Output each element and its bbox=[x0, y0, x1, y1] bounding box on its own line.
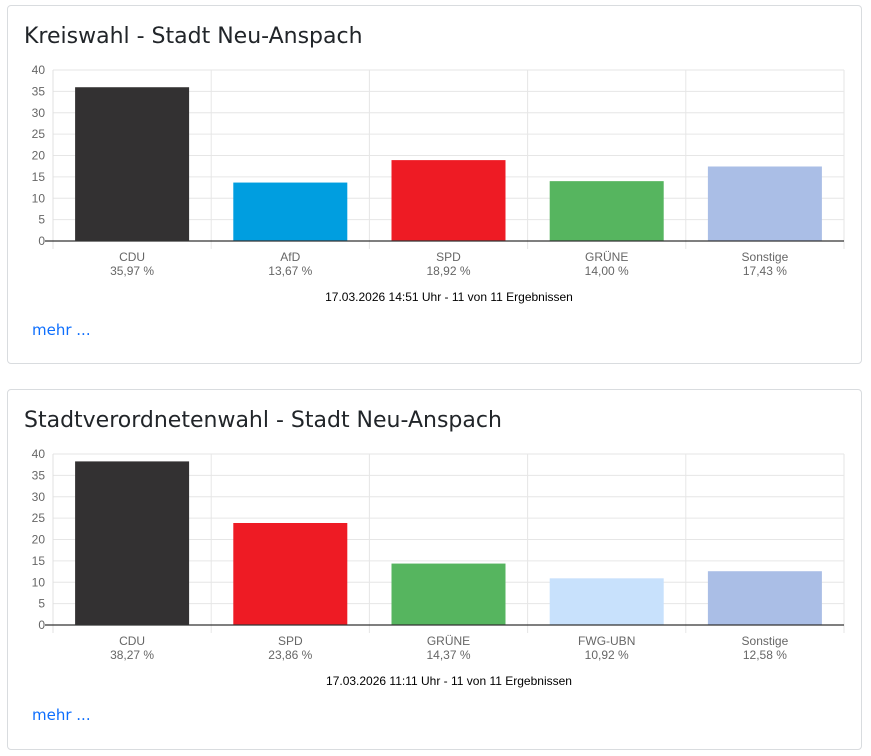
category-label: GRÜNE bbox=[427, 634, 470, 648]
chart-footer: 17.03.2026 14:51 Uhr - 11 von 11 Ergebni… bbox=[325, 290, 573, 304]
y-tick-label: 0 bbox=[38, 618, 45, 632]
election-card-kreiswahl: Kreiswahl - Stadt Neu-Anspach 0 5 10 15 20 25… bbox=[7, 5, 862, 364]
y-tick-label: 20 bbox=[32, 533, 46, 547]
y-tick-label: 25 bbox=[32, 511, 46, 525]
category-label: AfD bbox=[280, 250, 300, 264]
value-label: 12,58 % bbox=[743, 648, 787, 662]
value-label: 17,43 % bbox=[743, 264, 787, 278]
value-label: 35,97 % bbox=[110, 264, 154, 278]
value-label: 14,37 % bbox=[426, 648, 470, 662]
y-tick-label: 10 bbox=[32, 191, 46, 205]
category-label: SPD bbox=[436, 250, 461, 264]
election-card-stadtverordnetenwahl: Stadtverordnetenwahl - Stadt Neu-Anspach… bbox=[7, 389, 862, 750]
y-tick-label: 25 bbox=[32, 127, 46, 141]
category-label: SPD bbox=[278, 634, 303, 648]
y-tick-label: 10 bbox=[32, 575, 46, 589]
y-tick-label: 15 bbox=[32, 554, 46, 568]
y-tick-label: 5 bbox=[38, 213, 45, 227]
y-tick-label: 15 bbox=[32, 170, 46, 184]
category-label: Sonstige bbox=[742, 250, 789, 264]
y-tick-label: 40 bbox=[32, 447, 46, 461]
chart-footer: 17.03.2026 11:11 Uhr - 11 von 11 Ergebni… bbox=[326, 674, 572, 688]
card-title: Kreiswahl - Stadt Neu-Anspach bbox=[24, 24, 363, 49]
bar-cdu bbox=[75, 87, 190, 242]
more-link[interactable]: mehr ... bbox=[32, 321, 91, 339]
bar-cdu bbox=[75, 461, 190, 625]
y-tick-label: 30 bbox=[32, 106, 46, 120]
y-tick-label: 20 bbox=[32, 149, 46, 163]
bar-fwg-ubn bbox=[549, 578, 664, 625]
category-label: CDU bbox=[119, 250, 145, 264]
y-tick-label: 40 bbox=[32, 63, 46, 77]
y-tick-label: 0 bbox=[38, 234, 45, 248]
bar-spd bbox=[233, 522, 348, 625]
card-title: Stadtverordnetenwahl - Stadt Neu-Anspach bbox=[24, 408, 502, 433]
y-tick-label: 35 bbox=[32, 84, 46, 98]
category-label: GRÜNE bbox=[585, 250, 628, 264]
bar-sonstige bbox=[707, 571, 822, 625]
bar-spd bbox=[391, 160, 506, 241]
value-label: 38,27 % bbox=[110, 648, 154, 662]
bar-grüne bbox=[549, 181, 664, 241]
bar-grüne bbox=[391, 563, 506, 625]
value-label: 14,00 % bbox=[585, 264, 629, 278]
value-label: 18,92 % bbox=[426, 264, 470, 278]
bar-afd bbox=[233, 182, 348, 241]
y-tick-label: 30 bbox=[32, 490, 46, 504]
bar-sonstige bbox=[707, 166, 822, 241]
y-tick-label: 35 bbox=[32, 468, 46, 482]
category-label: Sonstige bbox=[742, 634, 789, 648]
value-label: 10,92 % bbox=[585, 648, 629, 662]
value-label: 23,86 % bbox=[268, 648, 312, 662]
more-link[interactable]: mehr ... bbox=[32, 706, 91, 724]
y-tick-label: 5 bbox=[38, 597, 45, 611]
category-label: CDU bbox=[119, 634, 145, 648]
value-label: 13,67 % bbox=[268, 264, 312, 278]
category-label: FWG-UBN bbox=[578, 634, 635, 648]
